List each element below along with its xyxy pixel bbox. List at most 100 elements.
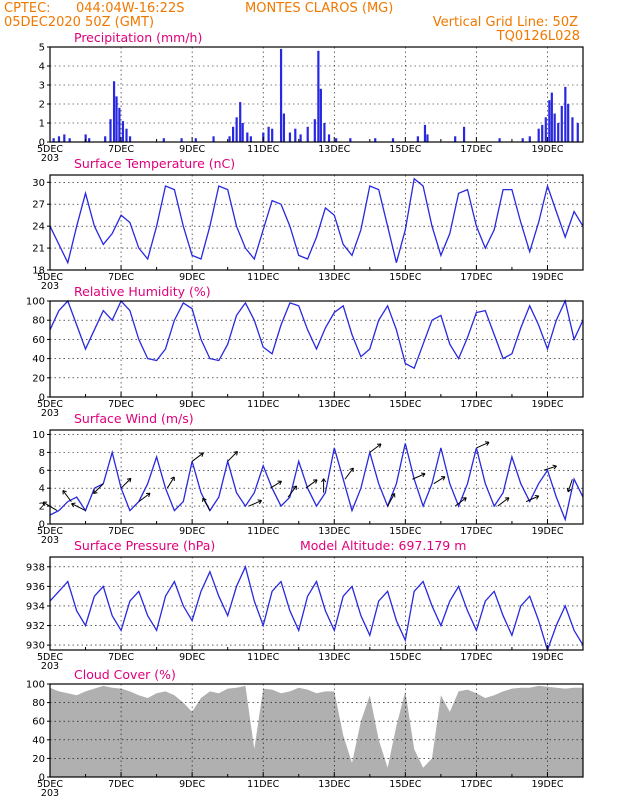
precip-bar (498, 138, 501, 142)
precip-bar (299, 134, 302, 142)
precip-bar (267, 126, 270, 142)
precip-bar (327, 134, 331, 142)
x-tick-label: 9DEC (179, 779, 205, 790)
y-tick-label: 80 (32, 316, 45, 327)
x-tick-label: 13DEC (318, 144, 350, 155)
wind-vector (412, 472, 426, 480)
precip-bar (306, 126, 309, 142)
precip-bar (537, 128, 540, 142)
wind-vector (166, 476, 175, 489)
precip-bar (63, 134, 66, 142)
header-location: 044:04W-16:22S (76, 1, 184, 16)
precip-bar (319, 88, 322, 142)
x-tick-label: 9DEC (179, 652, 205, 663)
precip-bar (544, 117, 547, 142)
wind-vector (543, 464, 557, 471)
wind-vector (227, 451, 238, 462)
precip-bar (235, 117, 238, 142)
wind-vector (321, 478, 327, 493)
precip-bar (239, 102, 242, 142)
x-tick-label: 17DEC (460, 144, 492, 155)
x-tick-label: 7DEC (108, 399, 134, 410)
x-tick-label: 11DEC (247, 779, 279, 790)
y-tick-label: 4 (39, 62, 45, 73)
x-tick-label: 19DEC (531, 272, 563, 283)
header-city: MONTES CLAROS (MG) (245, 1, 393, 16)
panel-4: Surface Pressure (hPa) Model Altitude: 69… (26, 538, 584, 672)
x-tick-label: 19DEC (531, 652, 563, 663)
wind-vector (433, 476, 446, 485)
y-tick-label: 4 (39, 484, 45, 495)
panel-3: Surface Wind (m/s) 0 2 4 6 8 10 5DEC 7DEC 9DEC 11D… (32, 411, 584, 546)
panel-5: Cloud Cover (%) 0 20 40 60 80 100 5DEC 7DEC 9DEC 1… (26, 667, 584, 799)
precip-bar (282, 113, 286, 142)
x-tick-label: 15DEC (389, 779, 421, 790)
precip-bar (521, 138, 524, 142)
precip-bar (571, 117, 574, 142)
precip-bar (323, 123, 326, 142)
precip-bar (68, 138, 71, 142)
x-tick-label: 11DEC (247, 144, 279, 155)
header-code: TQ0126L028 (496, 29, 580, 44)
panel-title: Surface Pressure (hPa) (74, 538, 215, 553)
x-tick-label: 15DEC (389, 144, 421, 155)
x-tick-label: 5DEC (37, 272, 63, 283)
y-tick-label: 100 (26, 297, 45, 308)
x-tick-label: 13DEC (318, 272, 350, 283)
y-tick-label: 934 (26, 601, 45, 612)
y-tick-label: 21 (32, 244, 45, 255)
precip-bar (228, 136, 231, 142)
x-year-label: 203 (41, 153, 59, 164)
precip-bar (109, 119, 112, 142)
y-tick-label: 1 (39, 119, 45, 130)
x-tick-label: 19DEC (531, 144, 563, 155)
precip-bar (241, 123, 244, 142)
x-tick-label: 17DEC (460, 526, 492, 537)
x-tick-label: 5DEC (37, 779, 63, 790)
precip-bar (180, 138, 183, 142)
panel-title: Surface Wind (m/s) (74, 411, 194, 426)
y-tick-label: 3 (39, 81, 45, 92)
wind-vector (566, 479, 573, 493)
x-year-label: 203 (41, 788, 59, 799)
precip-bar (557, 123, 560, 142)
panel-frame (49, 46, 584, 143)
precip-bar (374, 138, 377, 142)
y-tick-label: 80 (32, 698, 45, 709)
panel-frame (49, 429, 584, 525)
precip-bar (416, 136, 419, 142)
wind-vector (120, 477, 132, 489)
x-tick-label: 17DEC (460, 652, 492, 663)
y-tick-label: 24 (32, 222, 45, 233)
precip-bar (576, 123, 579, 142)
series-line (49, 177, 584, 265)
precip-bar (317, 50, 320, 142)
precip-bar (279, 48, 283, 142)
precip-bar (294, 128, 297, 142)
y-tick-label: 0 (39, 773, 45, 784)
precip-bar (246, 132, 249, 142)
cloud-area (50, 685, 583, 777)
wind-vector (138, 492, 151, 503)
panel-title: Cloud Cover (%) (74, 667, 176, 682)
precip-bar (212, 136, 215, 142)
panel-frame (49, 174, 584, 271)
precip-bar (271, 128, 274, 142)
x-tick-label: 5DEC (37, 144, 63, 155)
precip-bar (118, 107, 121, 142)
precip-bar (349, 138, 352, 142)
x-tick-label: 15DEC (389, 272, 421, 283)
precip-bar (567, 104, 570, 142)
y-tick-label: 20 (32, 373, 45, 384)
panel-frame (49, 300, 584, 398)
precip-bar (454, 136, 457, 142)
x-year-label: 203 (41, 281, 59, 292)
precip-bar (112, 81, 116, 142)
wind-vector (454, 497, 467, 507)
x-tick-label: 5DEC (37, 652, 63, 663)
x-year-label: 203 (41, 661, 59, 672)
precip-bar (125, 128, 128, 142)
precip-bar (553, 113, 556, 142)
header-source: CPTEC: (4, 1, 51, 16)
panel-title: Precipitation (mm/h) (74, 30, 202, 45)
